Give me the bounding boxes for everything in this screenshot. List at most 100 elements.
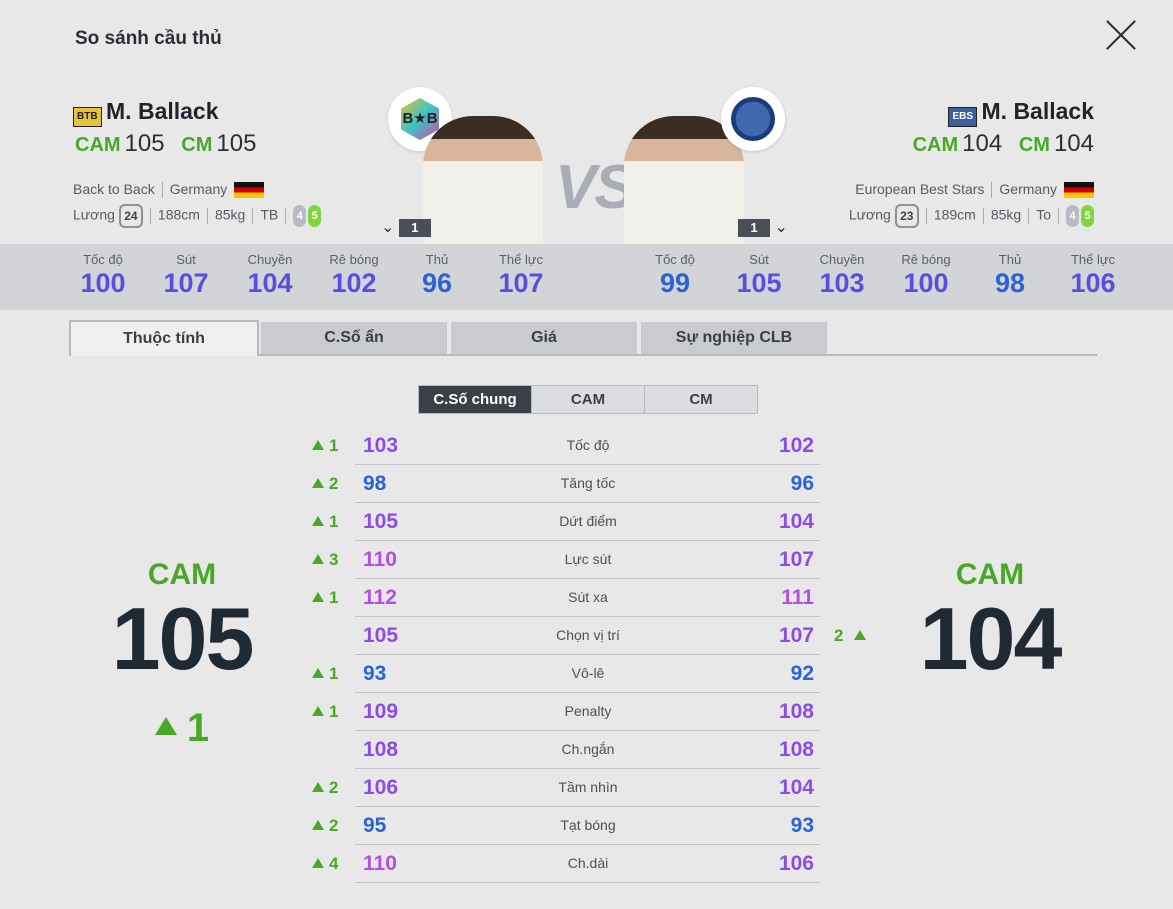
left-player-name: M. Ballack <box>106 98 219 124</box>
attribute-name: Ch.ngắn <box>561 741 615 757</box>
right-attribute-value: 107 <box>778 548 814 571</box>
right-attribute-value: 102 <box>778 434 814 457</box>
row-divider <box>355 616 820 617</box>
left-weak-foot-icon: 4 <box>293 205 307 227</box>
left-attribute-value: 105 <box>363 510 399 533</box>
left-level: 1 <box>398 219 431 237</box>
left-diff: 3 <box>312 550 348 570</box>
left-attribute-value: 109 <box>363 700 399 723</box>
right-attribute-value: 93 <box>790 814 814 837</box>
left-diff: 2 <box>312 816 348 836</box>
right-team-row: European Best Stars Germany <box>855 181 1094 199</box>
right-ovr-2: 104 <box>1053 130 1094 157</box>
right-salary-icon: 23 <box>894 204 919 228</box>
right-stat-defending: Thủ 98 <box>994 252 1026 298</box>
right-pos-1: CAM <box>912 134 959 156</box>
attribute-name: Dứt điểm <box>559 513 617 529</box>
left-attribute-value: 93 <box>363 662 387 685</box>
right-weight: 85kg <box>990 206 1022 223</box>
left-diff: 1 <box>312 588 348 608</box>
attribute-row: 105 Chọn vị trí 107 2 <box>308 617 867 655</box>
row-divider <box>355 806 820 807</box>
right-player-name: M. Ballack <box>981 98 1095 124</box>
right-team: European Best Stars <box>855 181 985 197</box>
left-stat-defending: Thủ 96 <box>421 252 453 298</box>
right-club-logo <box>721 87 785 151</box>
subtab-cm[interactable]: CM <box>645 386 757 413</box>
right-physical-row: Lương 23 189cm 85kg To 4 5 <box>849 204 1094 228</box>
right-big-position: CAM <box>955 558 1025 591</box>
right-attribute-value: 108 <box>778 700 814 723</box>
summary-stat-bar: Tốc độ 100 Sút 107 Chuyền 104 Rê bóng 102 Th… <box>0 244 1173 310</box>
left-physical-row: Lương 24 188cm 85kg TB 4 5 <box>73 204 322 228</box>
subtab-cam[interactable]: CAM <box>532 386 645 413</box>
right-attribute-value: 108 <box>778 738 814 761</box>
attribute-row: 1 105 Dứt điểm 104 <box>308 503 820 541</box>
right-stat-dribbling: Rê bóng 100 <box>901 252 951 298</box>
left-diff: 1 <box>312 702 348 722</box>
right-attribute-value: 104 <box>778 776 814 799</box>
attribute-row: 1 93 Vô-lê 92 <box>308 655 820 693</box>
right-positions: CAM 104 CM 104 <box>913 130 1094 158</box>
right-attribute-value: 92 <box>790 662 814 685</box>
left-stat-pace: Tốc độ 100 <box>80 252 126 298</box>
attribute-row: 1 103 Tốc độ 102 <box>308 427 820 465</box>
page-title: So sánh cầu thủ <box>75 28 222 49</box>
attribute-name: Tăng tốc <box>560 475 616 491</box>
row-divider <box>355 578 820 579</box>
bb-logo-icon: B★B <box>401 98 439 140</box>
tab-hidden-stats[interactable]: C.Số ẩn <box>261 322 447 354</box>
tab-club-career[interactable]: Sự nghiệp CLB <box>641 322 827 354</box>
right-level-selector[interactable]: 1 ⌄ <box>738 217 788 237</box>
left-attribute-value: 105 <box>363 624 399 647</box>
left-weight: 85kg <box>214 206 246 223</box>
up-arrow-icon <box>312 706 324 716</box>
attribute-name: Penalty <box>564 703 612 719</box>
row-divider <box>355 654 820 655</box>
sub-tabs: C.Số chung CAM CM <box>418 385 758 414</box>
left-diff: 1 <box>312 436 348 456</box>
close-icon[interactable] <box>1104 18 1138 52</box>
attribute-row: 1 109 Penalty 108 <box>308 693 820 731</box>
attribute-name: Lực sút <box>564 551 612 567</box>
vs-label: VS <box>555 153 636 222</box>
right-attribute-value: 107 <box>778 624 814 647</box>
right-pos-2: CM <box>1018 134 1050 156</box>
tab-price[interactable]: Giá <box>451 322 637 354</box>
up-arrow-icon <box>312 554 324 564</box>
up-arrow-icon <box>312 858 324 868</box>
right-player-image <box>624 116 744 244</box>
left-attribute-value: 103 <box>363 434 399 457</box>
row-divider <box>355 882 820 883</box>
attribute-name: Sút xa <box>568 589 608 605</box>
left-big-position: CAM <box>147 558 217 591</box>
left-pos-1: CAM <box>75 134 121 156</box>
row-divider <box>355 730 820 731</box>
row-divider <box>355 692 820 693</box>
left-level-selector[interactable]: ⌄ 1 <box>381 217 431 237</box>
attribute-name: Ch.dài <box>567 855 609 871</box>
left-player-image <box>423 116 543 244</box>
right-season-badge: EBS <box>948 107 978 127</box>
ebs-logo-icon <box>731 97 775 141</box>
left-positions: CAM 105 CM 105 <box>75 130 256 158</box>
up-arrow-icon <box>312 668 324 678</box>
right-player-name-row: EBS M. Ballack <box>948 98 1094 127</box>
right-big-ovr: 104 <box>919 589 1063 688</box>
up-arrow-icon <box>154 717 177 735</box>
left-height: 188cm <box>157 206 200 223</box>
left-strong-foot-icon: 5 <box>308 205 322 227</box>
attribute-name: Tốc độ <box>566 437 610 453</box>
tab-attributes[interactable]: Thuộc tính <box>69 320 259 356</box>
right-stat-shooting: Sút 105 <box>736 252 782 298</box>
attribute-name: Vô-lê <box>571 665 605 681</box>
left-ovr-2: 105 <box>216 130 257 157</box>
left-attribute-value: 106 <box>363 776 399 799</box>
left-stat-shooting: Sút 107 <box>163 252 209 298</box>
left-stat-dribbling: Rê bóng 102 <box>329 252 379 298</box>
attribute-name: Tầm nhìn <box>558 779 618 795</box>
left-big-diff: 1 <box>82 706 282 751</box>
chevron-down-icon: ⌄ <box>381 219 395 236</box>
right-level: 1 <box>738 219 770 237</box>
subtab-general[interactable]: C.Số chung <box>419 386 532 413</box>
